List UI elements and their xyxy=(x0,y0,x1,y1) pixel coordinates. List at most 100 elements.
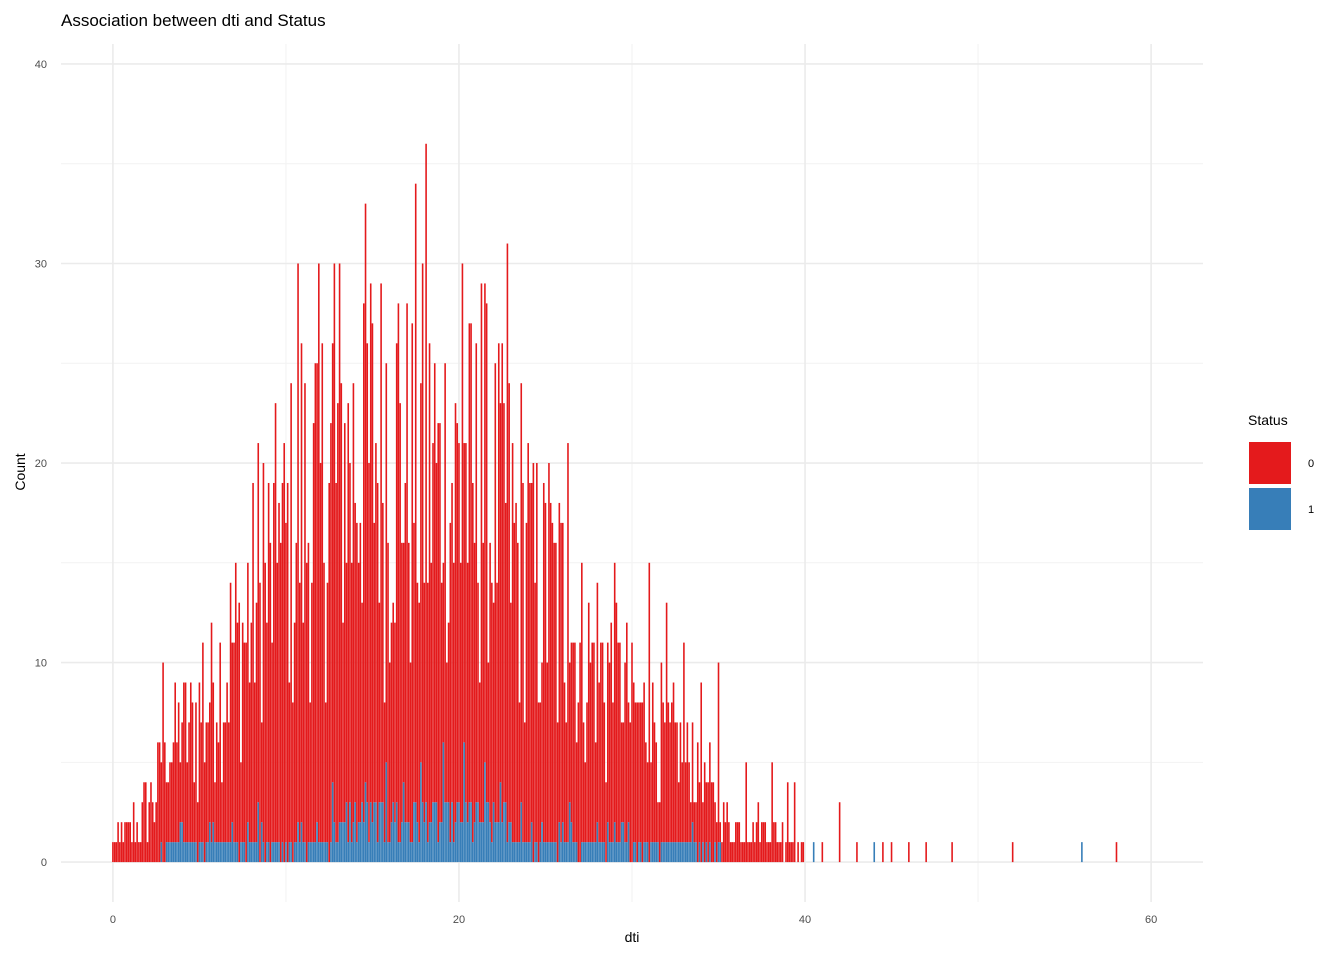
bar-status-1 xyxy=(290,842,292,863)
bar-status-1 xyxy=(330,842,332,863)
bar-status-0 xyxy=(266,622,268,843)
bar-status-0 xyxy=(572,642,574,843)
bar-status-1 xyxy=(342,822,344,863)
bar-status-1 xyxy=(690,842,692,863)
bar-status-0 xyxy=(340,383,343,823)
bar-status-0 xyxy=(202,642,204,843)
bar-status-0 xyxy=(695,802,697,843)
bar-status-1 xyxy=(542,842,545,863)
bar-status-1 xyxy=(482,822,484,863)
bar-status-1 xyxy=(357,822,360,863)
bar-status-0 xyxy=(288,682,291,843)
bar-status-0 xyxy=(446,662,448,803)
bar-status-0 xyxy=(475,343,478,803)
bar-status-0 xyxy=(402,542,405,783)
bar-status-1 xyxy=(243,842,246,863)
bar-status-1 xyxy=(530,822,533,863)
bar-status-0 xyxy=(612,702,614,843)
bar-status-0 xyxy=(150,782,152,863)
bar-status-1 xyxy=(369,802,372,863)
bar-status-0 xyxy=(696,742,699,863)
bar-status-0 xyxy=(165,782,168,843)
bar-status-1 xyxy=(475,802,478,863)
bar-status-0 xyxy=(648,562,651,863)
bar-status-0 xyxy=(610,622,613,843)
bar-status-0 xyxy=(304,383,306,843)
bar-status-0 xyxy=(397,303,400,843)
bar-status-1 xyxy=(170,842,173,863)
bar-status-1 xyxy=(570,822,573,863)
bar-status-1 xyxy=(669,842,671,863)
bar-status-1 xyxy=(568,802,571,863)
bar-status-0 xyxy=(606,642,609,823)
bar-status-1 xyxy=(179,822,182,863)
bar-status-1 xyxy=(176,842,178,863)
bar-status-0 xyxy=(388,662,391,843)
bar-status-1 xyxy=(260,822,263,863)
bar-status-1 xyxy=(276,842,279,863)
bar-status-1 xyxy=(193,842,196,863)
bar-status-1 xyxy=(288,842,291,863)
bar-status-1 xyxy=(428,822,431,863)
bar-status-0 xyxy=(594,742,597,843)
bar-status-1 xyxy=(416,822,419,863)
bar-status-1 xyxy=(671,842,673,863)
bar-status-0 xyxy=(155,802,157,863)
bar-status-0 xyxy=(224,722,227,843)
bar-status-1 xyxy=(548,842,550,863)
bar-status-1 xyxy=(672,842,675,863)
bar-status-1 xyxy=(546,842,549,863)
bar-status-0 xyxy=(231,642,234,823)
bar-status-0 xyxy=(738,822,741,863)
bar-status-0 xyxy=(127,822,130,863)
bar-status-1 xyxy=(392,802,395,863)
bar-status-1 xyxy=(205,842,208,863)
bar-status-0 xyxy=(117,822,119,863)
bar-status-0 xyxy=(158,742,161,863)
bar-status-0 xyxy=(136,822,138,863)
bar-status-1 xyxy=(167,842,170,863)
bar-status-1 xyxy=(273,842,275,863)
bar-status-0 xyxy=(677,782,680,843)
bar-status-1 xyxy=(449,842,452,863)
bar-status-0 xyxy=(409,662,412,843)
bar-status-0 xyxy=(191,702,194,843)
bar-status-1 xyxy=(473,822,476,863)
bar-status-0 xyxy=(359,522,362,823)
bar-status-1 xyxy=(518,842,521,863)
bar-status-1 xyxy=(382,802,384,863)
bar-status-1 xyxy=(1081,842,1083,863)
bar-status-0 xyxy=(539,702,542,843)
bar-status-0 xyxy=(267,482,270,843)
bar-status-0 xyxy=(333,263,336,823)
bar-status-0 xyxy=(406,303,408,823)
bar-status-1 xyxy=(380,802,382,863)
bar-status-0 xyxy=(776,842,779,863)
bar-status-1 xyxy=(278,842,280,863)
bar-status-1 xyxy=(198,842,201,863)
bar-status-1 xyxy=(217,842,220,863)
bar-status-0 xyxy=(257,443,260,803)
bar-status-0 xyxy=(273,482,275,843)
bar-status-0 xyxy=(522,482,524,843)
bar-status-1 xyxy=(233,842,235,863)
bar-status-0 xyxy=(420,383,422,763)
bar-status-1 xyxy=(295,842,298,863)
bar-status-0 xyxy=(705,782,708,843)
bar-status-1 xyxy=(698,842,701,863)
bar-status-0 xyxy=(786,782,789,863)
bar-status-0 xyxy=(259,582,261,863)
bar-status-0 xyxy=(536,463,538,843)
bar-status-0 xyxy=(302,622,305,843)
bar-status-0 xyxy=(343,423,346,823)
bar-status-1 xyxy=(188,842,190,863)
bar-status-1 xyxy=(318,842,320,863)
x-axis-title: dti xyxy=(625,929,640,945)
bar-status-0 xyxy=(435,463,438,803)
bar-status-0 xyxy=(671,702,673,843)
bar-status-1 xyxy=(385,762,388,863)
bar-status-1 xyxy=(596,822,599,863)
bar-status-1 xyxy=(311,842,313,863)
bar-status-1 xyxy=(160,842,163,863)
bar-status-0 xyxy=(726,802,728,863)
